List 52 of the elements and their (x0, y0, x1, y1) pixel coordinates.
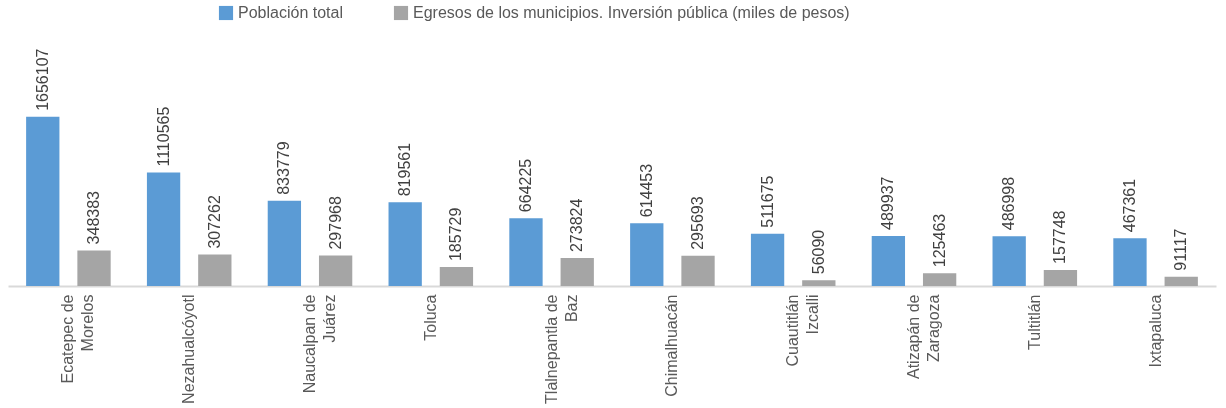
bar (318, 255, 353, 286)
bar (802, 280, 836, 286)
bar (77, 250, 111, 286)
x-tick-label: Ecatepec de Morelos (59, 294, 97, 384)
bar (750, 233, 785, 286)
x-tick-label: Chimalhuacán (663, 294, 681, 397)
data-label: 91117 (1172, 228, 1190, 271)
bar (198, 254, 232, 286)
data-label: 1110565 (154, 106, 172, 167)
data-label: 125463 (930, 213, 948, 268)
data-label: 56090 (809, 229, 827, 275)
x-tick-label: Atizapán de Zaragoza (905, 294, 942, 380)
data-label: 486998 (1000, 176, 1018, 231)
data-label: 1656107 (33, 48, 51, 111)
x-tick-label: Tultitlán (1025, 294, 1043, 350)
x-tick-label: Ixtapaluca (1146, 294, 1164, 368)
data-label: 348383 (85, 190, 103, 245)
x-tick-label: Tlalnepantla de Baz (542, 294, 580, 404)
x-tick-label: Naucalpan de Juárez (301, 294, 338, 394)
x-tick-label: Cuautitlán Izcalli (784, 294, 822, 367)
data-label: 157748 (1051, 210, 1069, 264)
data-label: 467361 (1120, 178, 1138, 233)
data-label: 273824 (568, 198, 586, 253)
bar (681, 255, 715, 286)
bar (1113, 238, 1147, 286)
bar (439, 267, 474, 286)
bar (509, 218, 543, 286)
data-label: 614453 (637, 163, 655, 218)
legend-label: Población total (238, 4, 343, 21)
data-label: 295693 (689, 196, 707, 250)
data-label: 664225 (516, 158, 534, 213)
bar (267, 200, 302, 286)
bar (1164, 276, 1198, 286)
bar (560, 258, 594, 286)
data-label: 489937 (879, 176, 897, 230)
bar (922, 273, 957, 286)
data-label: 819561 (396, 142, 414, 197)
data-label: 833779 (275, 141, 293, 195)
bar (871, 235, 906, 286)
bar (388, 202, 422, 286)
bar (146, 172, 181, 286)
bar (1043, 269, 1078, 286)
x-tick-label: Toluca (421, 294, 439, 341)
data-label: 297968 (326, 196, 344, 250)
data-label: 307262 (205, 195, 223, 249)
data-label: 511675 (758, 175, 776, 228)
x-tick-label: Nezahualcóyotl (180, 294, 198, 404)
data-label: 185729 (447, 207, 465, 262)
legend-label: Egresos de los municipios. Inversión pública (miles de pesos) (413, 4, 850, 21)
bar (630, 223, 664, 286)
bar (26, 116, 60, 286)
bar (992, 236, 1026, 286)
